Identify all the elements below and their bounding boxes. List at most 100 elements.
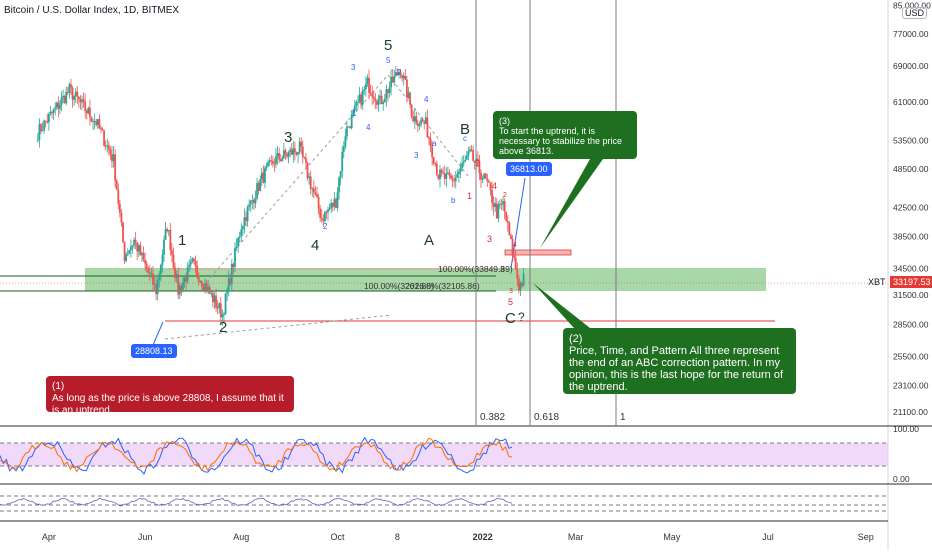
candle <box>243 208 246 234</box>
currency-selector[interactable]: USD <box>902 7 928 19</box>
candle <box>511 235 514 262</box>
candle <box>393 69 396 86</box>
candle <box>429 132 432 153</box>
candle <box>219 296 222 326</box>
candle <box>305 152 307 170</box>
candle <box>147 266 150 275</box>
candle <box>47 112 50 131</box>
low-tag-connector <box>152 321 164 346</box>
candle <box>71 85 74 108</box>
candle <box>363 85 366 96</box>
candle <box>420 116 422 128</box>
time-axis-label: Apr <box>42 532 56 542</box>
wave-2-label: 2 <box>219 319 227 336</box>
callout-3[interactable]: (3) To start the uptrend, it is necessar… <box>493 111 637 159</box>
candle <box>262 165 265 184</box>
candle <box>221 309 224 326</box>
candle <box>44 120 47 128</box>
support-price-tag[interactable]: 28808.13 <box>131 344 177 358</box>
candle <box>84 93 87 119</box>
candle <box>122 221 124 243</box>
candle <box>366 74 369 87</box>
candle <box>36 132 39 143</box>
candle <box>357 95 359 109</box>
candle <box>312 179 315 198</box>
candle <box>224 293 227 316</box>
candle <box>278 147 281 164</box>
candle <box>382 99 385 111</box>
price-axis-label: 25500.00 <box>893 352 929 362</box>
candle <box>191 257 194 264</box>
candle <box>158 271 161 288</box>
resistance-zone[interactable] <box>504 249 572 256</box>
candle <box>459 162 462 179</box>
candle <box>396 68 399 76</box>
candle <box>256 177 258 201</box>
candle <box>355 99 358 112</box>
candle <box>327 206 329 221</box>
candle <box>514 250 517 270</box>
fib-overlap-label: 261.80%(32105.86) <box>405 281 480 291</box>
candle <box>218 302 221 314</box>
candle <box>85 109 88 120</box>
price-axis[interactable]: 85 000.00 77000.00 69000.00 61000.00 53500.0… <box>893 0 931 417</box>
candle <box>421 117 424 122</box>
candle <box>59 100 61 115</box>
candle <box>282 143 285 159</box>
candle <box>300 137 303 154</box>
red-subwave-2-label: 2 <box>503 192 507 199</box>
candle <box>423 119 426 130</box>
callout-2[interactable]: (2) Price, Time, and Pattern All three r… <box>563 328 796 394</box>
candle <box>517 274 520 294</box>
candle <box>472 145 475 162</box>
candle <box>172 247 175 270</box>
candle <box>118 199 121 218</box>
candle <box>98 114 101 130</box>
candle <box>415 111 418 126</box>
subwave-1-label: 1 <box>352 109 357 118</box>
stoch-d-line <box>0 437 513 473</box>
candle <box>223 311 225 324</box>
subwave-4b-label: 4 <box>424 95 429 104</box>
candle <box>407 86 410 99</box>
candle <box>101 127 104 131</box>
candle <box>63 95 66 104</box>
candle <box>207 279 210 295</box>
candle <box>49 105 52 116</box>
callout-2-number: (2) <box>569 333 583 345</box>
candle <box>319 204 322 222</box>
candle <box>506 215 509 232</box>
candle <box>298 137 301 155</box>
candle <box>492 195 495 216</box>
callout-1[interactable]: (1) As long as the price is above 28808,… <box>46 376 294 416</box>
wave-question-label: ? <box>518 310 525 324</box>
candle <box>328 203 331 211</box>
resistance-price-tag[interactable]: 36813.00 <box>506 162 552 176</box>
candle <box>335 197 337 209</box>
subwave-2-label: 2 <box>397 68 402 77</box>
candle <box>344 128 347 150</box>
candle <box>368 69 370 100</box>
candle <box>431 141 434 166</box>
chart-title: Bitcoin / U.S. Dollar Index, 1D, BITMEX <box>4 5 180 16</box>
candle <box>292 141 295 163</box>
candle <box>290 143 293 155</box>
candle <box>469 146 471 153</box>
candle <box>205 279 208 293</box>
candle <box>202 283 205 291</box>
candle <box>508 221 511 236</box>
candle <box>369 84 372 96</box>
subwave-2b-label: 2 <box>323 222 328 231</box>
candle <box>38 118 41 148</box>
time-axis[interactable]: Apr Jun Aug Oct 8 2022 Mar May Jul Sep <box>42 532 874 542</box>
candle <box>253 197 255 210</box>
candle <box>57 96 60 118</box>
candle <box>358 86 361 104</box>
demand-zone[interactable] <box>85 268 766 291</box>
time-fib-0382-label: 0.382 <box>480 412 505 423</box>
wave-4-label: 4 <box>311 237 319 254</box>
red-wave-3-label: 3 <box>487 234 492 244</box>
candle <box>52 108 55 121</box>
